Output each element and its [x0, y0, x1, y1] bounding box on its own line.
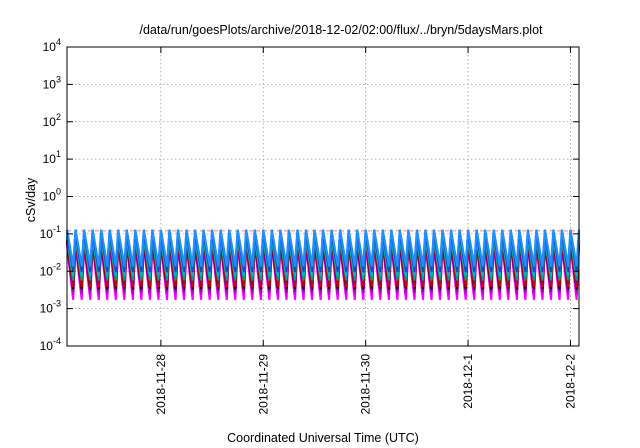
series-segment	[484, 229, 495, 267]
series-segment	[125, 229, 137, 267]
series-segment	[159, 229, 171, 267]
series-segment	[134, 229, 145, 267]
series-segment	[390, 229, 401, 267]
series-segment	[543, 229, 555, 267]
series-segment	[287, 229, 299, 267]
series-segment	[560, 229, 572, 267]
y-tick-label: 103	[43, 74, 61, 91]
y-axis: 10-4 10-3 10-2 10-1 100 101 102 103 104	[40, 37, 579, 353]
series-segment	[526, 229, 538, 267]
y-tick-label: 10-3	[40, 299, 61, 316]
series-segment	[509, 229, 521, 267]
x-tick-label: 2018-11-30	[359, 354, 373, 415]
series-segment	[373, 229, 384, 267]
series-segment	[356, 229, 367, 267]
x-tick-label: 2018-12-2	[563, 354, 577, 409]
series-segment	[91, 229, 103, 267]
x-axis: 2018-11-28 2018-11-29 2018-11-30 2018-12-1 2…	[154, 47, 577, 415]
series-segment	[219, 229, 231, 267]
series-segment	[347, 229, 359, 267]
x-axis-label: Coordinated Universal Time (UTC)	[227, 431, 419, 445]
x-tick-label: 2018-11-28	[154, 354, 168, 415]
series-segment	[432, 229, 444, 267]
series-segment	[407, 229, 418, 267]
series-segment	[202, 229, 214, 267]
series-segment	[296, 229, 308, 267]
series-segment	[466, 229, 478, 267]
series-segment	[330, 229, 342, 267]
chart-title: /data/run/goesPlots/archive/2018-12-02/0…	[139, 23, 543, 37]
series-segment	[313, 229, 325, 267]
series-segment	[398, 229, 410, 267]
x-tick-label: 2018-11-29	[256, 354, 270, 415]
series-segment	[262, 229, 273, 267]
series-segment	[193, 229, 205, 267]
y-tick-label: 10-1	[40, 224, 61, 241]
series-segment	[441, 229, 453, 267]
series-segment	[117, 229, 128, 267]
y-axis-label: cSv/day	[24, 177, 38, 222]
series-segment	[449, 229, 461, 267]
grid-lines	[67, 47, 579, 346]
series-segment	[236, 229, 248, 267]
y-tick-label: 10-2	[40, 261, 61, 278]
series-segment	[569, 229, 581, 267]
series-segment	[475, 229, 487, 267]
y-tick-label: 104	[43, 37, 61, 54]
series-segment	[142, 229, 154, 267]
series-segment	[65, 229, 77, 267]
y-tick-label: 10-4	[40, 336, 61, 353]
series-segment	[518, 229, 529, 267]
series-segment	[151, 229, 162, 267]
series-segment	[82, 229, 94, 267]
series-segment	[100, 229, 111, 267]
series-layer	[65, 229, 581, 301]
series-line	[65, 229, 581, 267]
series-segment	[228, 229, 239, 267]
series-segment	[424, 229, 436, 267]
series-segment	[270, 229, 282, 267]
y-tick-label: 100	[43, 187, 61, 204]
series-segment	[321, 229, 333, 267]
series-segment	[535, 229, 546, 267]
y-tick-label: 102	[43, 112, 61, 129]
series-segment	[210, 229, 222, 267]
series-segment	[552, 229, 564, 267]
series-segment	[176, 229, 188, 267]
series-segment	[501, 229, 512, 267]
series-segment	[492, 229, 504, 267]
series-segment	[168, 229, 180, 267]
series-segment	[245, 229, 256, 267]
series-segment	[381, 229, 393, 267]
series-segment	[415, 229, 427, 267]
series-segment	[364, 229, 376, 267]
series-segment	[253, 229, 265, 267]
series-segment	[74, 229, 86, 267]
series-segment	[108, 229, 120, 267]
series-segment	[338, 229, 350, 267]
y-tick-label: 101	[43, 149, 61, 166]
x-tick-label: 2018-12-1	[461, 354, 475, 409]
series-segment	[458, 229, 470, 267]
series-segment	[185, 229, 197, 267]
series-segment	[304, 229, 316, 267]
series-segment	[279, 229, 290, 267]
